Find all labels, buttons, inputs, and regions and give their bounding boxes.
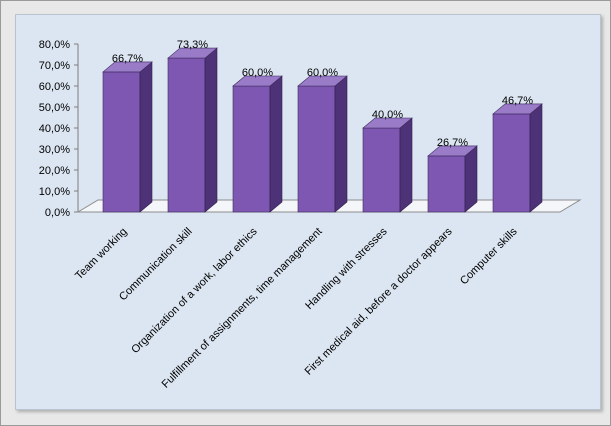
bar	[232, 75, 283, 213]
bar-front	[232, 85, 271, 213]
y-axis: 0,0% 10,0% 20,0% 30,0% 40,0% 50,0% 60,0% 70,0% 8…	[39, 39, 79, 219]
bar-top	[297, 75, 348, 87]
bar-top	[232, 75, 283, 87]
data-label: 46,7%	[502, 95, 533, 107]
y-tick-label: 0,0%	[45, 207, 70, 219]
bar-front	[167, 57, 206, 213]
x-category-label: Organization of a work, labor ethics	[129, 225, 260, 356]
data-labels: 66,7% 73,3% 60,0% 60,0% 40,0% 26,7% 46,7%	[112, 39, 533, 149]
bar-side	[464, 145, 478, 213]
y-tick-label: 20,0%	[39, 165, 70, 177]
y-tick-label: 30,0%	[39, 144, 70, 156]
bar	[167, 47, 218, 213]
y-tick-label: 40,0%	[39, 123, 70, 135]
bar-side	[399, 117, 413, 213]
bar-top	[492, 103, 543, 115]
x-category-label: Communication skill	[117, 226, 195, 304]
bar-side	[334, 75, 348, 213]
y-tick-label: 70,0%	[39, 60, 70, 72]
data-label: 60,0%	[307, 67, 338, 79]
bar	[492, 103, 543, 213]
bar-top	[167, 47, 218, 59]
bar-top	[427, 145, 478, 157]
y-tick-label: 60,0%	[39, 81, 70, 93]
x-category-label: Team working	[73, 226, 129, 282]
bar-top	[362, 117, 413, 129]
bar-front	[492, 113, 531, 213]
bar-front	[427, 155, 466, 213]
data-label: 40,0%	[372, 109, 403, 121]
bar	[297, 75, 348, 213]
y-tick-label: 10,0%	[39, 186, 70, 198]
x-category-label: Computer skills	[458, 225, 520, 287]
bar-front	[362, 127, 401, 213]
y-tick-label: 50,0%	[39, 102, 70, 114]
bar-front	[102, 71, 141, 213]
data-label: 66,7%	[112, 53, 143, 65]
bar-side	[269, 75, 283, 213]
data-label: 73,3%	[177, 39, 208, 51]
bar-side	[204, 47, 218, 213]
bar	[427, 145, 478, 213]
y-tick-label: 80,0%	[39, 39, 70, 51]
bar-front	[297, 85, 336, 213]
data-label: 26,7%	[437, 137, 468, 149]
data-label: 60,0%	[242, 67, 273, 79]
bar	[362, 117, 413, 213]
bar	[102, 61, 153, 213]
bar-side	[139, 61, 153, 213]
bar-side	[529, 103, 543, 213]
bars	[102, 47, 543, 213]
bar-top	[102, 61, 153, 73]
x-category-label: First medical aid, before a doctor appea…	[303, 225, 455, 377]
